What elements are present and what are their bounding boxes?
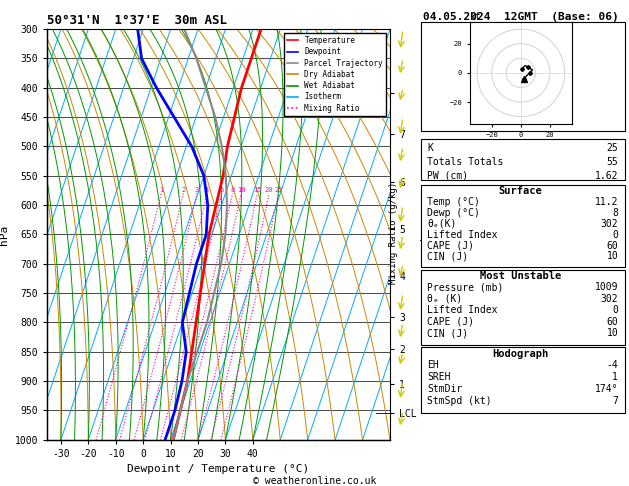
Bar bbox=[421, 270, 625, 345]
Text: 1009: 1009 bbox=[594, 282, 618, 292]
Text: 0: 0 bbox=[612, 305, 618, 315]
Text: CIN (J): CIN (J) bbox=[427, 329, 469, 338]
Y-axis label: hPa: hPa bbox=[0, 225, 9, 244]
Text: kt: kt bbox=[470, 12, 482, 22]
Text: Surface: Surface bbox=[499, 186, 542, 196]
Text: Most Unstable: Most Unstable bbox=[480, 271, 561, 281]
Text: Hodograph: Hodograph bbox=[493, 349, 548, 359]
Text: EH: EH bbox=[427, 360, 439, 370]
Text: StmSpd (kt): StmSpd (kt) bbox=[427, 396, 492, 406]
Bar bbox=[421, 185, 625, 267]
Text: © weatheronline.co.uk: © weatheronline.co.uk bbox=[253, 476, 376, 486]
Text: 4: 4 bbox=[205, 188, 209, 193]
Text: 10: 10 bbox=[606, 329, 618, 338]
Text: 7: 7 bbox=[612, 396, 618, 406]
Text: 04.05.2024  12GMT  (Base: 06): 04.05.2024 12GMT (Base: 06) bbox=[423, 12, 618, 22]
Y-axis label: km
ASL: km ASL bbox=[420, 226, 441, 243]
Text: 8: 8 bbox=[230, 188, 235, 193]
Text: 6: 6 bbox=[220, 188, 224, 193]
Text: Mixing Ratio (g/kg): Mixing Ratio (g/kg) bbox=[389, 182, 398, 284]
Text: 1.62: 1.62 bbox=[594, 171, 618, 181]
Text: 302: 302 bbox=[601, 294, 618, 304]
Text: -4: -4 bbox=[606, 360, 618, 370]
Text: 8: 8 bbox=[612, 208, 618, 218]
Text: 2: 2 bbox=[181, 188, 186, 193]
Text: 25: 25 bbox=[274, 188, 282, 193]
Text: 10: 10 bbox=[606, 251, 618, 261]
Text: CIN (J): CIN (J) bbox=[427, 251, 469, 261]
Bar bbox=[421, 22, 625, 131]
X-axis label: Dewpoint / Temperature (°C): Dewpoint / Temperature (°C) bbox=[128, 465, 309, 474]
Text: K: K bbox=[427, 143, 433, 153]
Text: 174°: 174° bbox=[594, 384, 618, 394]
Text: 60: 60 bbox=[606, 241, 618, 251]
Text: PW (cm): PW (cm) bbox=[427, 171, 469, 181]
Text: 11.2: 11.2 bbox=[594, 197, 618, 207]
Text: 25: 25 bbox=[606, 143, 618, 153]
Bar bbox=[421, 347, 625, 413]
Text: 0: 0 bbox=[612, 230, 618, 240]
Text: 3: 3 bbox=[195, 188, 199, 193]
Text: 20: 20 bbox=[265, 188, 274, 193]
Text: CAPE (J): CAPE (J) bbox=[427, 317, 474, 327]
Text: 1: 1 bbox=[612, 372, 618, 382]
Text: 15: 15 bbox=[253, 188, 262, 193]
Text: 10: 10 bbox=[237, 188, 245, 193]
Text: θₑ(K): θₑ(K) bbox=[427, 219, 457, 229]
Text: CAPE (J): CAPE (J) bbox=[427, 241, 474, 251]
Text: 1: 1 bbox=[159, 188, 164, 193]
Text: θₑ (K): θₑ (K) bbox=[427, 294, 462, 304]
Text: Pressure (mb): Pressure (mb) bbox=[427, 282, 504, 292]
Text: Totals Totals: Totals Totals bbox=[427, 157, 504, 167]
Text: Lifted Index: Lifted Index bbox=[427, 230, 498, 240]
Text: 60: 60 bbox=[606, 317, 618, 327]
Legend: Temperature, Dewpoint, Parcel Trajectory, Dry Adiabat, Wet Adiabat, Isotherm, Mi: Temperature, Dewpoint, Parcel Trajectory… bbox=[284, 33, 386, 116]
Text: 50°31'N  1°37'E  30m ASL: 50°31'N 1°37'E 30m ASL bbox=[47, 14, 227, 27]
Bar bbox=[421, 139, 625, 180]
Text: StmDir: StmDir bbox=[427, 384, 462, 394]
Text: SREH: SREH bbox=[427, 372, 451, 382]
Text: Temp (°C): Temp (°C) bbox=[427, 197, 480, 207]
Text: 55: 55 bbox=[606, 157, 618, 167]
Text: Lifted Index: Lifted Index bbox=[427, 305, 498, 315]
Text: 302: 302 bbox=[601, 219, 618, 229]
Text: Dewp (°C): Dewp (°C) bbox=[427, 208, 480, 218]
